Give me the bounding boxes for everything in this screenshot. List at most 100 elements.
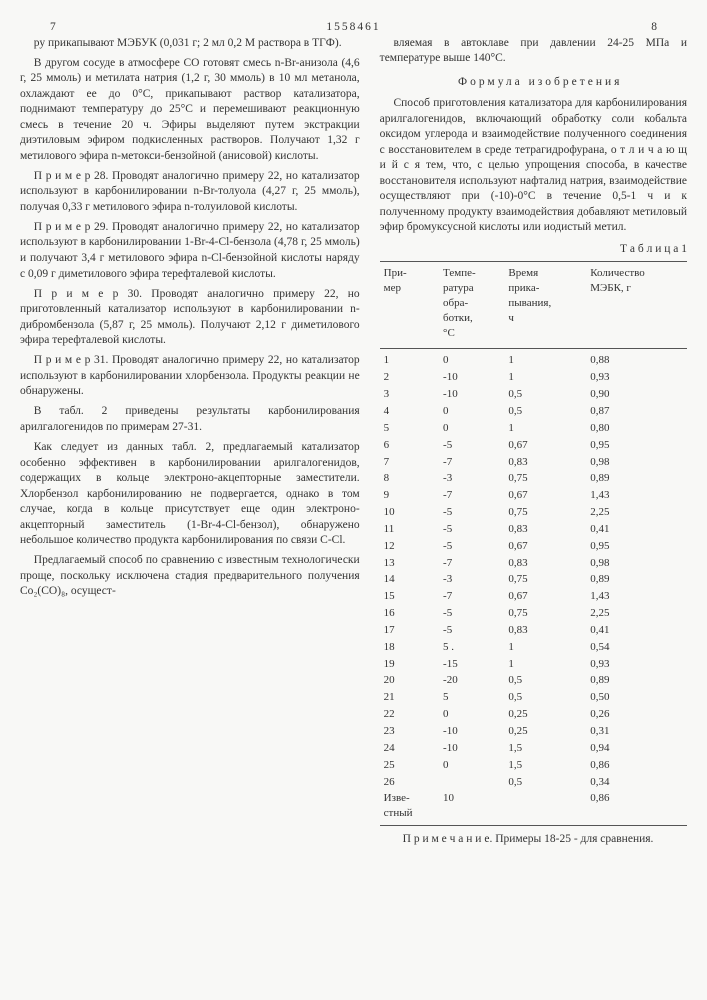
table-cell: 0,88 (586, 349, 687, 369)
table-row: 19-1510,93 (380, 656, 687, 673)
table-cell: 9 (380, 487, 439, 504)
left-column: ру прикапывают МЭБУК (0,031 г; 2 мл 0,2 … (20, 36, 360, 853)
table-cell: -5 (439, 605, 504, 622)
table-cell: 2 (380, 369, 439, 386)
table-cell: 0 (439, 706, 504, 723)
table-cell: -7 (439, 588, 504, 605)
table-cell: 10 (439, 790, 504, 825)
para: П р и м е р 30. Проводят аналогично прим… (20, 287, 360, 349)
formula-title: Формула изобретения (380, 75, 687, 91)
table-cell: 1,5 (504, 757, 586, 774)
table-cell: 5 (439, 689, 504, 706)
table-cell: 14 (380, 571, 439, 588)
table-cell: 0,67 (504, 538, 586, 555)
table-row: 7-70,830,98 (380, 454, 687, 471)
table-cell: 5 (380, 420, 439, 437)
table-cell: 7 (380, 454, 439, 471)
table-cell: -5 (439, 622, 504, 639)
table-cell: 1 (504, 656, 586, 673)
table-cell: -10 (439, 369, 504, 386)
table-cell: 0,93 (586, 369, 687, 386)
table-cell: -15 (439, 656, 504, 673)
table-row: 23-100,250,31 (380, 723, 687, 740)
table-cell: 2,25 (586, 504, 687, 521)
table-row: 20-200,50,89 (380, 672, 687, 689)
table-cell: 0,90 (586, 386, 687, 403)
table-row: 400,50,87 (380, 403, 687, 420)
table-cell: 0,75 (504, 605, 586, 622)
col-header: При- мер (380, 262, 439, 349)
table-row: 12-50,670,95 (380, 538, 687, 555)
table-cell: 26 (380, 774, 439, 791)
table-cell: 0,93 (586, 656, 687, 673)
table-row: 16-50,752,25 (380, 605, 687, 622)
table-cell: 4 (380, 403, 439, 420)
table-cell: 23 (380, 723, 439, 740)
table-cell: 0,67 (504, 437, 586, 454)
table-cell: 12 (380, 538, 439, 555)
table-cell: 0,41 (586, 521, 687, 538)
para: П р и м е р 28. Проводят аналогично прим… (20, 169, 360, 216)
table-row: 17-50,830,41 (380, 622, 687, 639)
table-row: 26 0,50,34 (380, 774, 687, 791)
table-cell: 2,25 (586, 605, 687, 622)
table-cell: 0,89 (586, 672, 687, 689)
para: ру прикапывают МЭБУК (0,031 г; 2 мл 0,2 … (20, 36, 360, 52)
table-cell: 0,34 (586, 774, 687, 791)
table-title: Т а б л и ц а 1 (380, 242, 687, 258)
table-cell: 0,5 (504, 403, 586, 420)
table-cell: 0,83 (504, 454, 586, 471)
table-cell: 13 (380, 555, 439, 572)
table-cell: 0,5 (504, 774, 586, 791)
table-cell: 24 (380, 740, 439, 757)
table-row: 1010,88 (380, 349, 687, 369)
table-cell: 6 (380, 437, 439, 454)
table-row: 11-50,830,41 (380, 521, 687, 538)
table-cell: -7 (439, 487, 504, 504)
table-row: 5010,80 (380, 420, 687, 437)
right-column: вляемая в автоклаве при давлении 24-25 М… (380, 36, 687, 853)
table-row: 8-30,750,89 (380, 470, 687, 487)
table-cell: -5 (439, 437, 504, 454)
table-cell: -5 (439, 538, 504, 555)
col-header: Темпе- ратура обра- ботки, °С (439, 262, 504, 349)
table-cell: 1 (504, 420, 586, 437)
table-cell: 1 (380, 349, 439, 369)
table-cell: 18 (380, 639, 439, 656)
para: вляемая в автоклаве при давлении 24-25 М… (380, 36, 687, 67)
table-cell: 0,75 (504, 470, 586, 487)
table-cell: 0,86 (586, 790, 687, 825)
table-cell: 0,83 (504, 622, 586, 639)
table-cell: 3 (380, 386, 439, 403)
table-cell: 25 (380, 757, 439, 774)
table-cell: 0,98 (586, 454, 687, 471)
table-cell: 0,80 (586, 420, 687, 437)
para: П р и м е р 31. Проводят аналогично прим… (20, 353, 360, 400)
table-cell: 0 (439, 403, 504, 420)
table-cell: 22 (380, 706, 439, 723)
table-cell: -5 (439, 521, 504, 538)
table-cell: -3 (439, 470, 504, 487)
table-cell: 0,83 (504, 521, 586, 538)
table-cell: 8 (380, 470, 439, 487)
table-cell: -3 (439, 571, 504, 588)
table-cell: 10 (380, 504, 439, 521)
table-cell: Изве- стный (380, 790, 439, 825)
table-cell: 0,89 (586, 571, 687, 588)
table-cell: 0,94 (586, 740, 687, 757)
table-cell: 0,98 (586, 555, 687, 572)
table-cell: 0,5 (504, 386, 586, 403)
table-cell: 20 (380, 672, 439, 689)
para: Как следует из данных табл. 2, предлагае… (20, 440, 360, 549)
table-cell: 0,31 (586, 723, 687, 740)
table-cell: 0,5 (504, 689, 586, 706)
table-cell: 1,5 (504, 740, 586, 757)
table-row: 14-30,750,89 (380, 571, 687, 588)
table-cell: 0 (439, 420, 504, 437)
table-cell: 19 (380, 656, 439, 673)
table-cell: 0,83 (504, 555, 586, 572)
table-cell: 1 (504, 369, 586, 386)
table-cell: -10 (439, 723, 504, 740)
table-cell: 21 (380, 689, 439, 706)
table-cell: 5 . (439, 639, 504, 656)
